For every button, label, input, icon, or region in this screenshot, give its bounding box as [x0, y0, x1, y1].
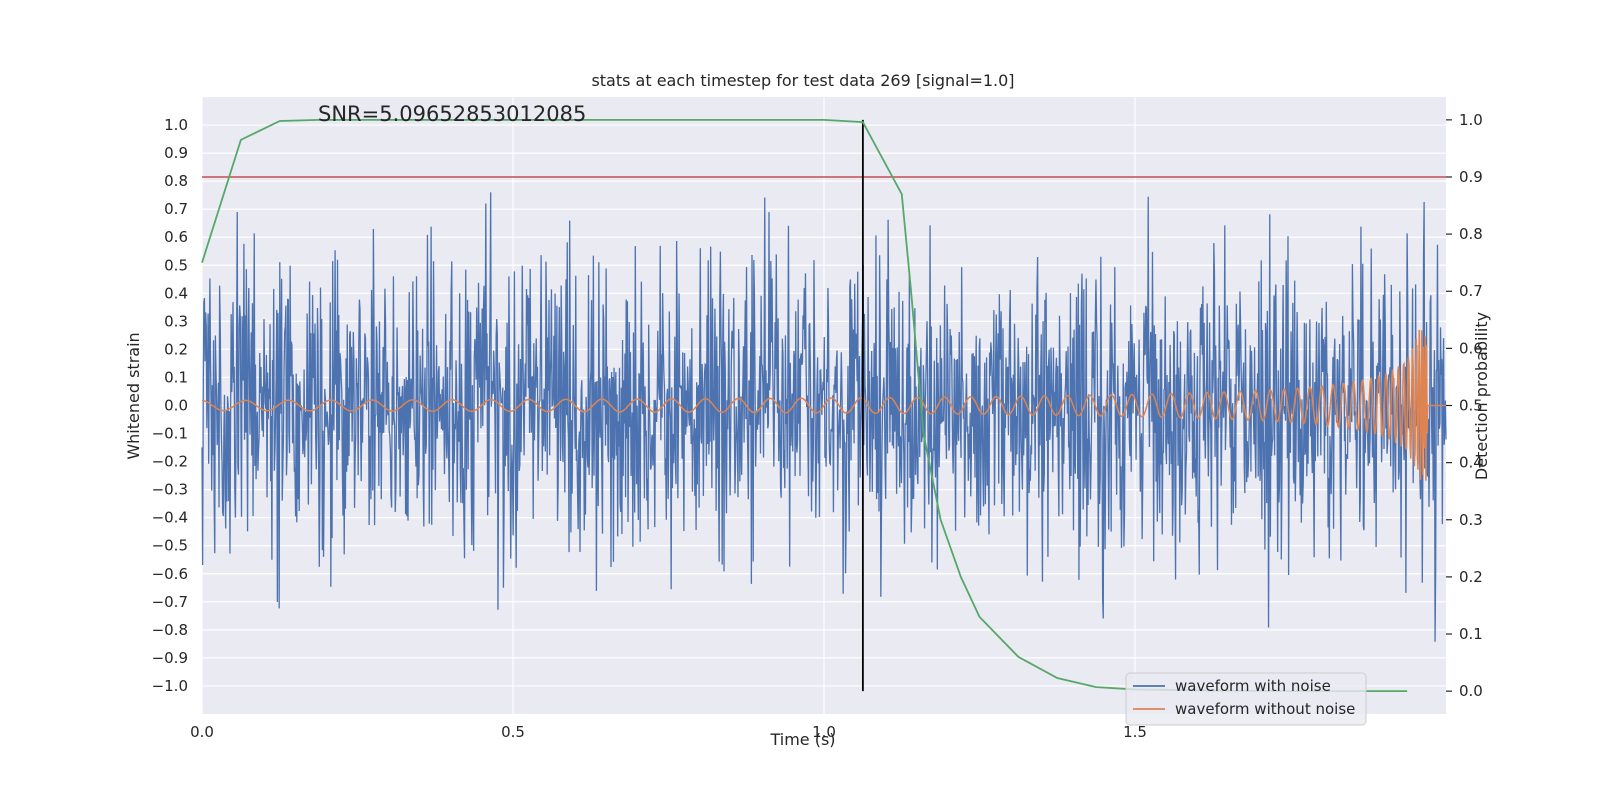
x-tick-label-1: 0.5 [501, 723, 525, 741]
y-right-tick-label-9: 0.1 [1459, 625, 1483, 643]
legend: waveform with noise waveform without noi… [1125, 672, 1367, 726]
y-tick-label-14: −0.4 [152, 509, 188, 527]
y-tick-label-8: 0.2 [164, 340, 188, 358]
series-waveform-without-noise [201, 329, 1446, 481]
legend-label-waveform-without-noise: waveform without noise [1175, 700, 1355, 718]
y-tick-label-5: 0.5 [164, 256, 188, 274]
y-right-tick-label-4: 0.6 [1459, 339, 1483, 357]
snr-annotation: SNR=5.09652853012085 [318, 102, 586, 126]
y-tick-label-15: −0.5 [152, 537, 188, 555]
y-tick-label-4: 0.6 [164, 228, 188, 246]
y-tick-label-3: 0.7 [164, 200, 188, 218]
y-tick-label-17: −0.7 [152, 593, 188, 611]
y-right-tick-label-7: 0.3 [1459, 511, 1483, 529]
series-waveform-with-noise [201, 192, 1447, 642]
y-axis-right-label: Detection probability [1472, 312, 1491, 480]
y-tick-label-10: 0.0 [164, 397, 188, 415]
y-axis-label: Whitened strain [124, 332, 143, 459]
y-axis-right-ticks: 1.0 0.9 0.8 0.7 0.6 0.5 0.4 0.3 0.2 0.1 0.0 [1446, 111, 1483, 700]
y-right-tick-label-0: 1.0 [1459, 111, 1483, 129]
y-tick-label-1: 0.9 [164, 144, 188, 162]
y-right-tick-label-5: 0.5 [1459, 397, 1483, 415]
chart-title: stats at each timestep for test data 269… [591, 71, 1014, 90]
y-tick-label-6: 0.4 [164, 284, 188, 302]
y-tick-label-19: −0.9 [152, 649, 188, 667]
y-tick-label-20: −1.0 [152, 677, 188, 695]
x-tick-label-3: 1.5 [1123, 723, 1147, 741]
y-tick-label-2: 0.8 [164, 172, 188, 190]
y-tick-label-9: 0.1 [164, 368, 188, 386]
y-right-tick-label-6: 0.4 [1459, 454, 1483, 472]
y-right-tick-label-3: 0.7 [1459, 282, 1483, 300]
y-tick-label-18: −0.8 [152, 621, 188, 639]
y-axis-ticks: 1.0 0.9 0.8 0.7 0.6 0.5 0.4 0.3 0.2 0.1 0.0 −0.1 −0.… [152, 116, 188, 695]
y-right-tick-label-8: 0.2 [1459, 568, 1483, 586]
y-tick-label-0: 1.0 [164, 116, 188, 134]
legend-label-waveform-with-noise: waveform with noise [1175, 677, 1331, 695]
y-tick-label-13: −0.3 [152, 481, 188, 499]
y-right-tick-label-1: 0.9 [1459, 168, 1483, 186]
y-right-tick-label-2: 0.8 [1459, 225, 1483, 243]
y-tick-label-7: 0.3 [164, 312, 188, 330]
x-axis-label: Time (s) [769, 730, 835, 749]
y-right-tick-label-10: 0.0 [1459, 682, 1483, 700]
legend-box [1125, 672, 1367, 726]
x-tick-label-2: 1.0 [812, 723, 836, 741]
x-axis-ticks: 0.0 0.5 1.0 1.5 [190, 723, 1147, 741]
x-tick-label-0: 0.0 [190, 723, 214, 741]
y-tick-label-11: −0.1 [152, 425, 188, 443]
y-tick-label-12: −0.2 [152, 453, 188, 471]
y-tick-label-16: −0.6 [152, 565, 188, 583]
